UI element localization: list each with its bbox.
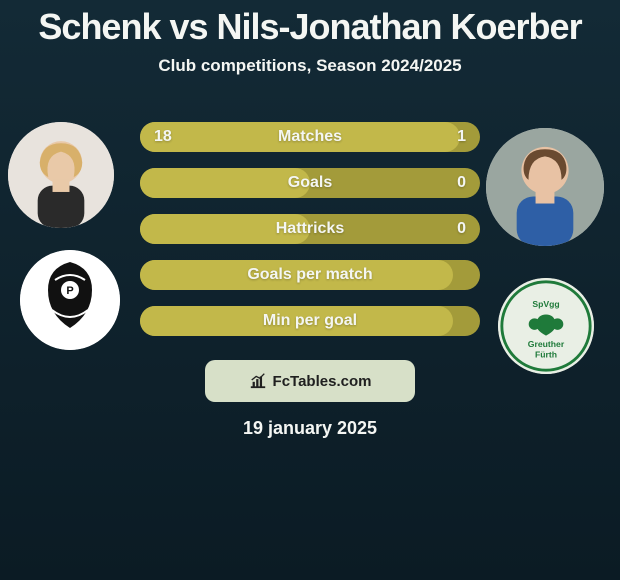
watermark: FcTables.com — [205, 360, 415, 402]
stat-row: Hattricks 0 — [140, 214, 480, 244]
stat-right-value: 0 — [457, 220, 466, 238]
page-title: Schenk vs Nils-Jonathan Koerber — [0, 0, 620, 48]
stat-row: Goals 0 — [140, 168, 480, 198]
page-subtitle: Club competitions, Season 2024/2025 — [0, 56, 620, 76]
stat-row: Min per goal — [140, 306, 480, 336]
player-right-avatar — [486, 128, 604, 246]
stat-left-value: 18 — [154, 128, 172, 146]
stat-label: Matches — [278, 128, 342, 146]
comparison-card: Schenk vs Nils-Jonathan Koerber Club com… — [0, 0, 620, 580]
club-right-badge: SpVgg Greuther Fürth — [498, 278, 594, 374]
svg-text:Greuther: Greuther — [528, 339, 565, 349]
watermark-label: FcTables.com — [273, 373, 372, 390]
stat-label: Goals per match — [247, 266, 372, 284]
svg-text:SpVgg: SpVgg — [532, 299, 559, 309]
chart-icon — [249, 371, 267, 392]
stat-right-value: 0 — [457, 174, 466, 192]
stat-label: Goals — [288, 174, 332, 192]
stat-row: Goals per match — [140, 260, 480, 290]
player-left-avatar — [8, 122, 114, 228]
stat-label: Min per goal — [263, 312, 357, 330]
date-label: 19 january 2025 — [0, 418, 620, 439]
stat-label: Hattricks — [276, 220, 344, 238]
stats-container: 18 Matches 1 Goals 0 Hattricks 0 Goals per matc… — [140, 122, 480, 352]
stat-row: 18 Matches 1 — [140, 122, 480, 152]
stat-fill — [140, 168, 310, 198]
svg-text:Fürth: Fürth — [535, 350, 557, 360]
svg-text:P: P — [66, 285, 73, 297]
club-left-badge: P — [20, 250, 120, 350]
stat-right-value: 1 — [457, 128, 466, 146]
